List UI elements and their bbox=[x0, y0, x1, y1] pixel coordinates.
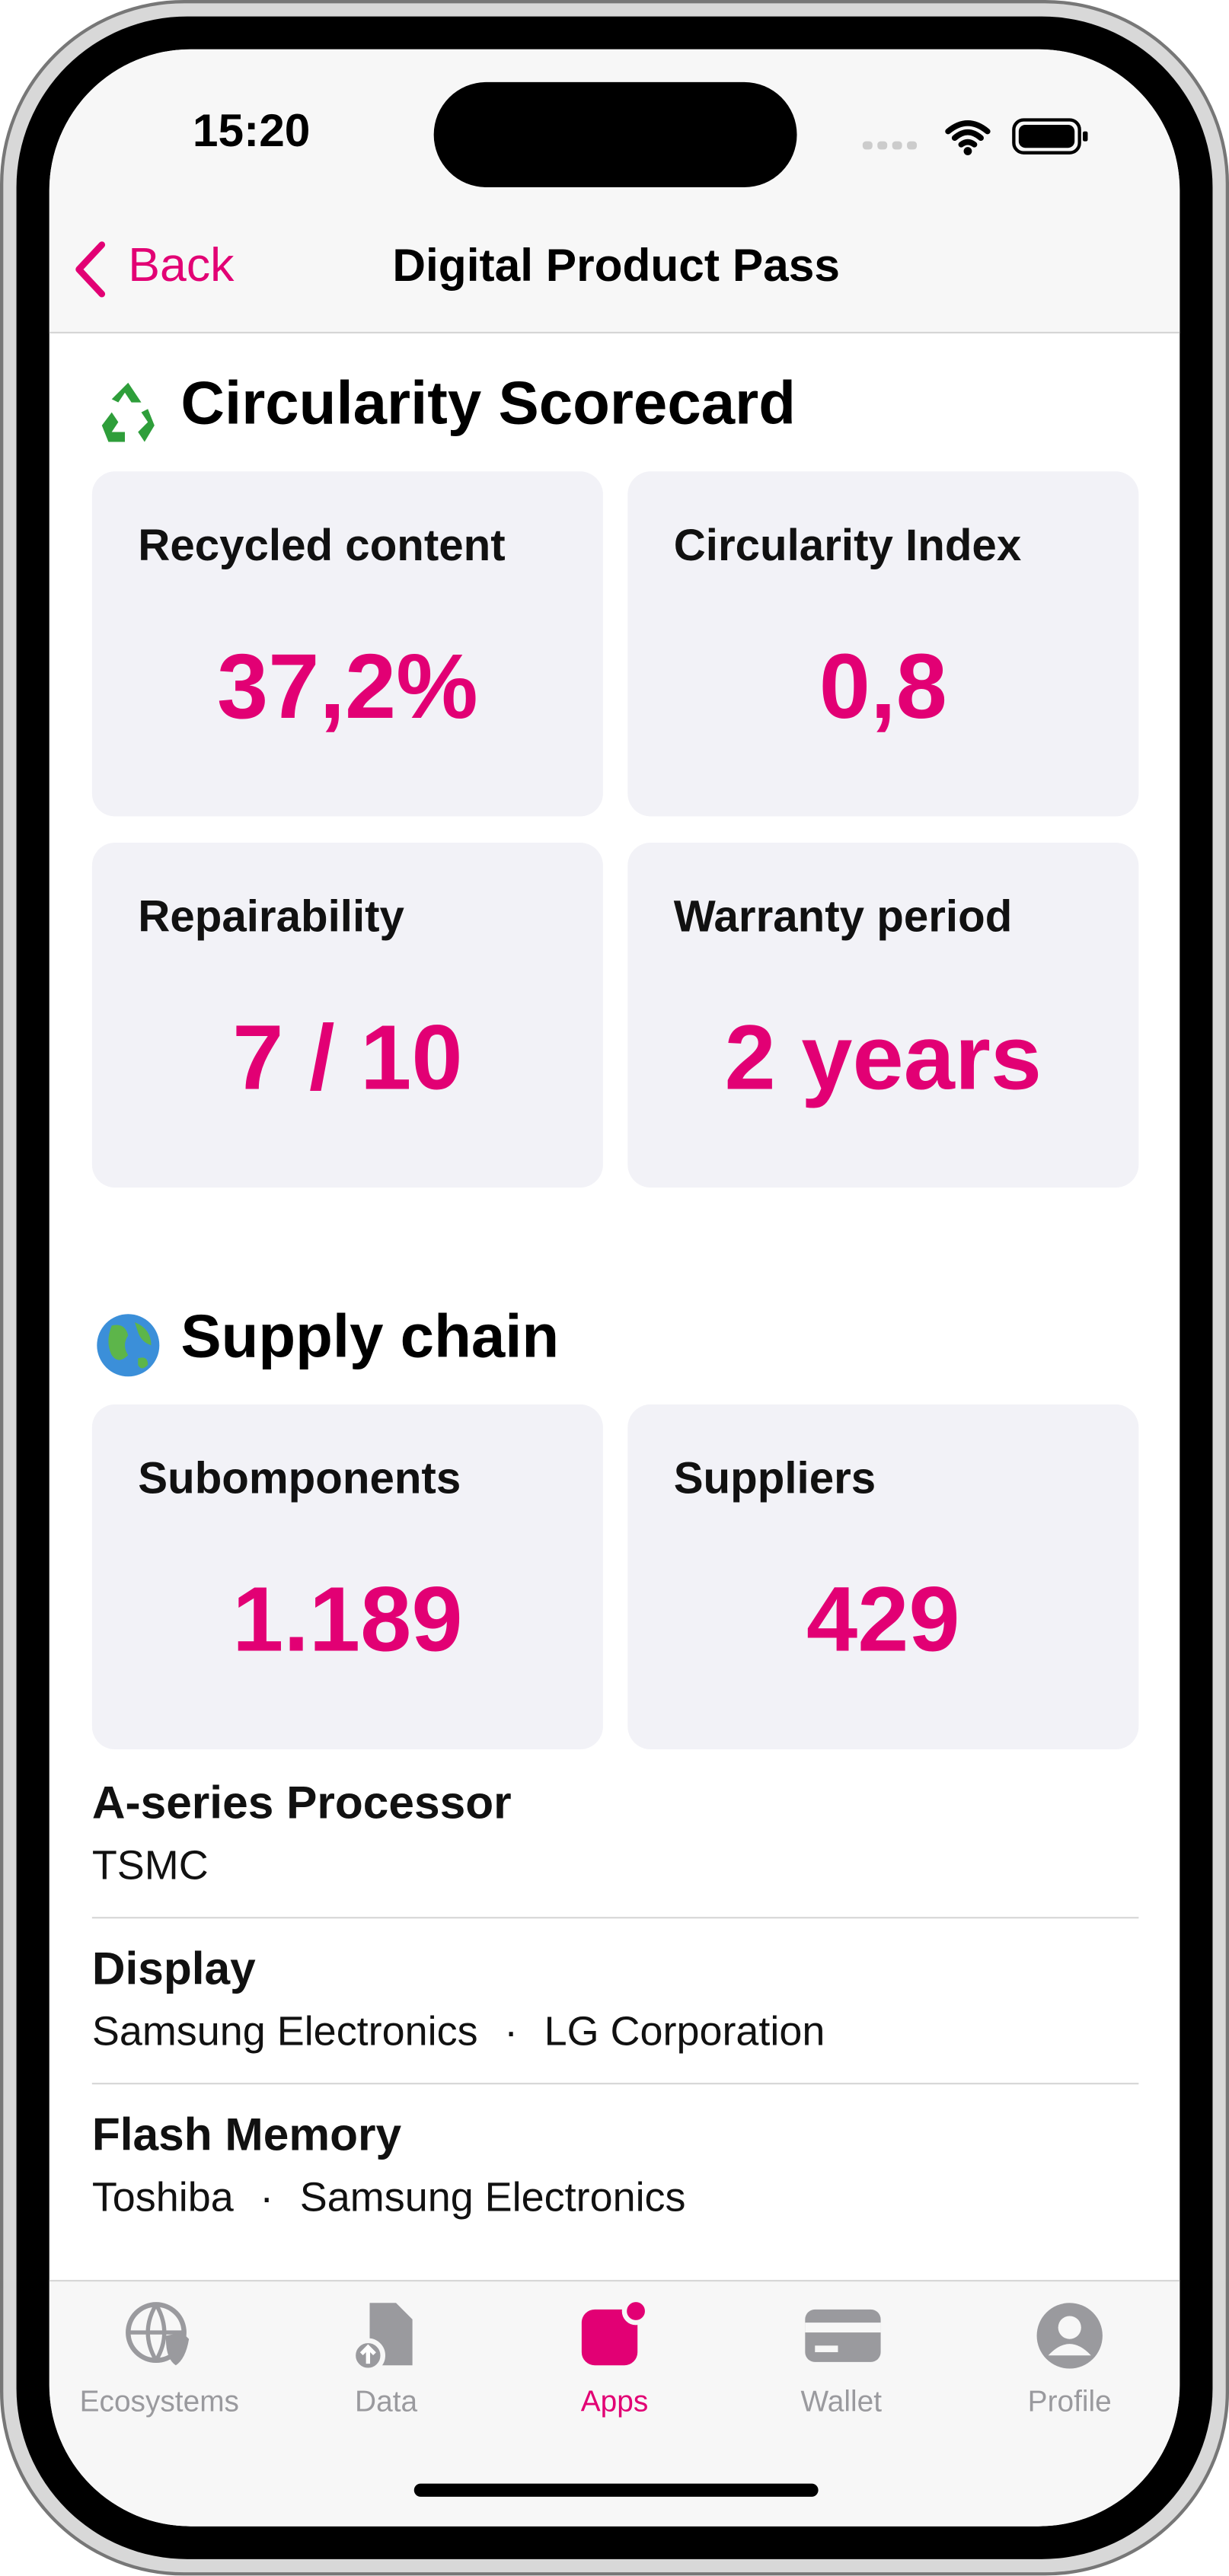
supplier: TSMC bbox=[91, 1843, 209, 1889]
supplier: LG Corporation bbox=[544, 2008, 825, 2055]
back-chevron[interactable] bbox=[69, 240, 119, 299]
metric-label: Circularity Index bbox=[673, 521, 1022, 570]
component-name: A-series Processor bbox=[91, 1777, 512, 1828]
metric-label: Suppliers bbox=[673, 1453, 876, 1503]
tab-icon bbox=[581, 2297, 650, 2366]
metric-value: 1.189 bbox=[232, 1567, 463, 1671]
metric-label: Recycled content bbox=[138, 521, 506, 570]
section-icon bbox=[101, 382, 155, 442]
metric-card: Warranty period 2 years bbox=[627, 842, 1139, 1188]
component-suppliers: Samsung Electronics · LG Corporation bbox=[92, 2009, 1139, 2057]
section-icon bbox=[97, 1314, 160, 1377]
tab-icon bbox=[126, 2302, 190, 2366]
back-button[interactable]: Back bbox=[128, 240, 235, 293]
divider bbox=[91, 1917, 1139, 1919]
component: A-series Processor TSMC bbox=[92, 1777, 1139, 1891]
component-name: Display bbox=[91, 1943, 256, 1994]
tab-label[interactable]: Apps bbox=[580, 2385, 649, 2418]
section-title: Supply chain bbox=[180, 1302, 560, 1370]
metric-value: 37,2% bbox=[217, 633, 478, 738]
tab-label[interactable]: Ecosystems bbox=[79, 2385, 239, 2418]
nav-title: Digital Product Pass bbox=[392, 240, 840, 291]
tab-label[interactable]: Profile bbox=[1027, 2385, 1112, 2418]
separator: · bbox=[504, 2008, 519, 2055]
metric-label: Repairability bbox=[138, 891, 404, 942]
metric-value: 7 / 10 bbox=[232, 1005, 463, 1109]
metric-card: Recycled content 37,2% bbox=[91, 471, 603, 817]
metric-card: Repairability 7 / 10 bbox=[91, 842, 603, 1188]
component: Display Samsung Electronics · LG Corporatio… bbox=[92, 1943, 1139, 2057]
section-title: Circularity Scorecard bbox=[180, 369, 796, 437]
metric-card: Subomponents 1.189 bbox=[91, 1404, 603, 1750]
metric-card: Circularity Index 0,8 bbox=[627, 471, 1139, 817]
metric-value: 2 years bbox=[724, 1005, 1042, 1109]
component: Flash Memory Toshiba · Samsung Electronics bbox=[92, 2109, 1139, 2223]
status-time: 15:20 bbox=[192, 105, 311, 156]
divider bbox=[91, 2083, 1139, 2085]
tab-label[interactable]: Wallet bbox=[800, 2385, 883, 2418]
dynamic-island bbox=[433, 81, 797, 187]
metric-value: 0,8 bbox=[819, 633, 947, 738]
status-icons bbox=[862, 118, 1088, 155]
screen: 15:20 Back Digital Product Pass Circular… bbox=[49, 49, 1180, 2527]
supplier: Samsung Electronics bbox=[299, 2174, 686, 2221]
metric-value: 429 bbox=[806, 1567, 960, 1671]
component-suppliers: Toshiba · Samsung Electronics bbox=[92, 2175, 1139, 2223]
metric-card: Suppliers 429 bbox=[627, 1404, 1139, 1750]
metric-label: Warranty period bbox=[673, 891, 1013, 942]
supplier: Samsung Electronics bbox=[91, 2008, 478, 2055]
metric-label: Subomponents bbox=[138, 1453, 461, 1503]
component-name: Flash Memory bbox=[91, 2109, 402, 2160]
tab-icon bbox=[350, 2303, 413, 2373]
home-indicator bbox=[413, 2483, 819, 2497]
tab-icon bbox=[805, 2309, 881, 2362]
separator: · bbox=[260, 2174, 274, 2221]
tab-icon bbox=[1036, 2303, 1103, 2369]
tab-label[interactable]: Data bbox=[355, 2385, 418, 2418]
supplier: Toshiba bbox=[91, 2174, 234, 2221]
component-suppliers: TSMC bbox=[92, 1843, 1139, 1891]
